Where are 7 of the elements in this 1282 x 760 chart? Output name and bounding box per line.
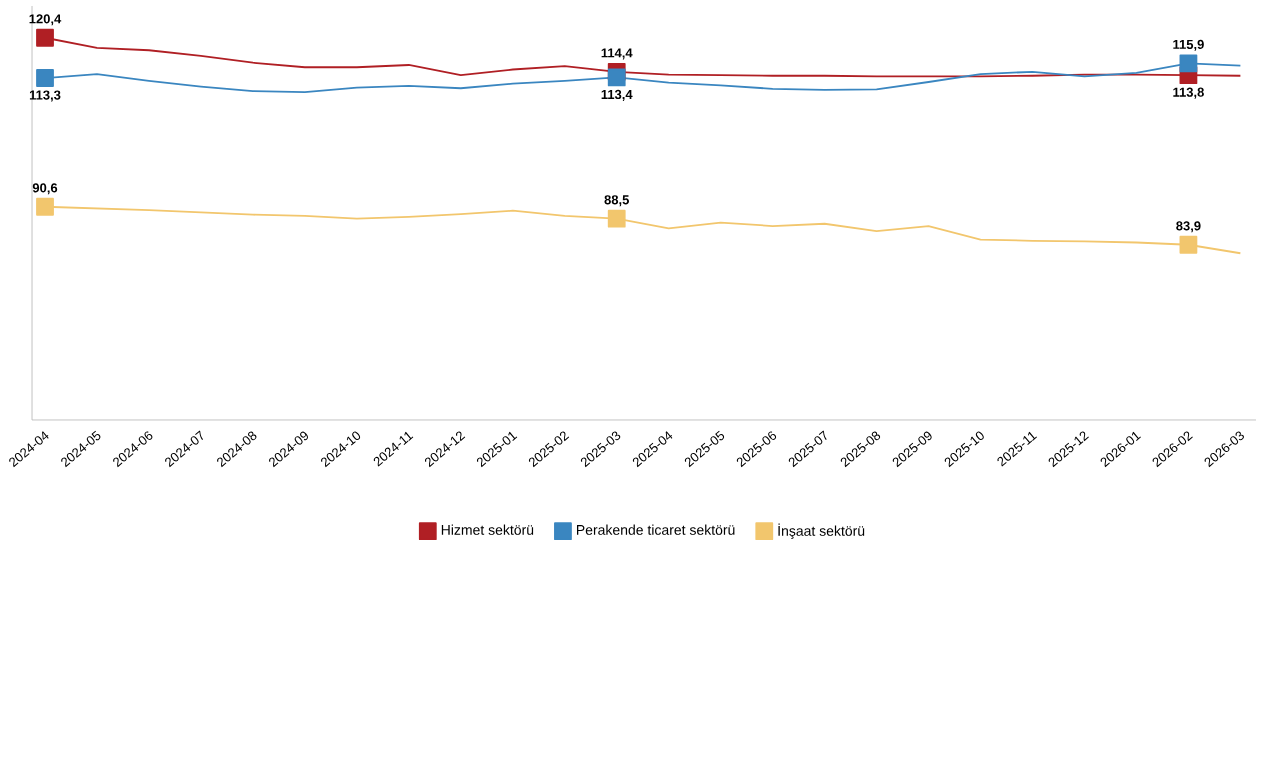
- point: [607, 209, 626, 228]
- point: [607, 68, 626, 87]
- point: [1179, 235, 1198, 254]
- point: [36, 28, 54, 47]
- point: [1179, 54, 1198, 73]
- point: [36, 197, 54, 216]
- point: [36, 69, 54, 87]
